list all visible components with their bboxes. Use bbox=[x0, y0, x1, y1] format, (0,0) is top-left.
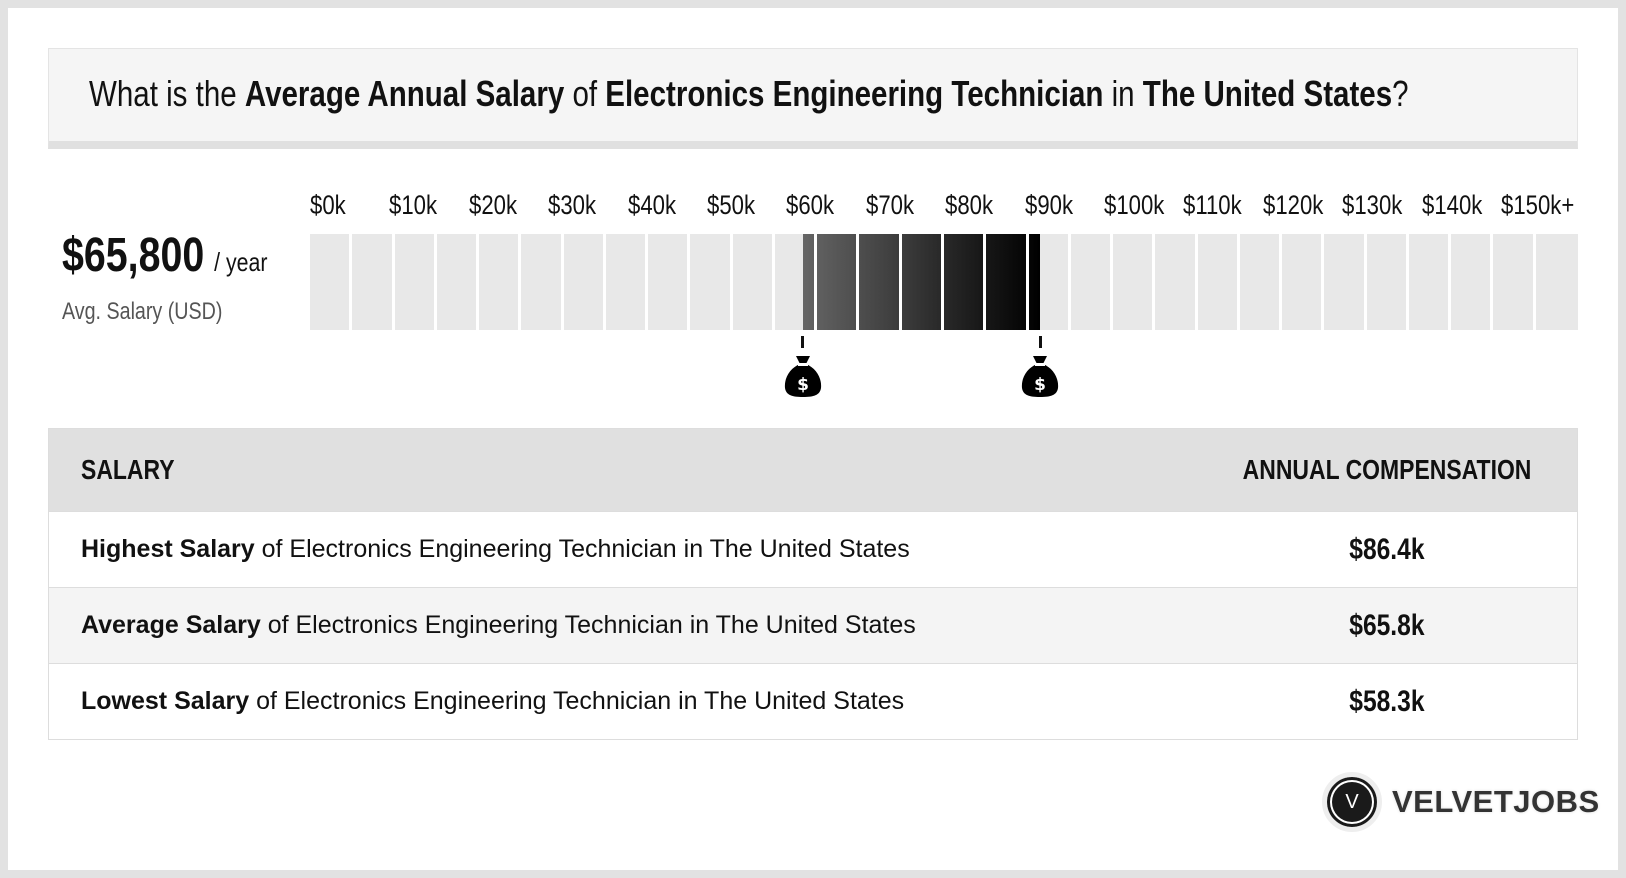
tick-label: $120k bbox=[1262, 190, 1324, 220]
table-row: Lowest Salary of Electronics Engineering… bbox=[48, 663, 1578, 740]
title-box: What is the Average Annual Salary of Ele… bbox=[48, 48, 1578, 149]
bar-segment bbox=[1366, 234, 1406, 330]
bar-segment bbox=[690, 234, 730, 330]
logo-mark: V bbox=[1322, 772, 1382, 832]
bar-segment bbox=[1408, 234, 1449, 330]
tick-label: $100k bbox=[1104, 190, 1165, 220]
tick-label: $80k bbox=[945, 190, 994, 220]
bar-segment bbox=[1451, 234, 1491, 330]
bar-segment bbox=[1324, 234, 1364, 330]
range-fill bbox=[901, 234, 941, 330]
bar-segment bbox=[1197, 234, 1237, 330]
bar-segment bbox=[1535, 234, 1578, 330]
bar-segment bbox=[352, 234, 392, 330]
tick-label: $40k bbox=[627, 190, 676, 220]
money-bag-icon: $ bbox=[783, 336, 823, 403]
header-annual-compensation: ANNUAL COMPENSATION bbox=[1197, 428, 1578, 512]
salary-table: SALARY ANNUAL COMPENSATION Highest Salar… bbox=[48, 428, 1578, 740]
tick-label: $30k bbox=[548, 190, 597, 220]
bar-segment bbox=[563, 234, 603, 330]
range-fill bbox=[944, 234, 984, 330]
tick-label: $150k+ bbox=[1501, 190, 1575, 220]
header-salary: SALARY bbox=[48, 428, 1197, 512]
bar-segment bbox=[1113, 234, 1153, 330]
range-fill bbox=[802, 234, 815, 330]
range-fill bbox=[986, 234, 1026, 330]
bar-segment bbox=[436, 234, 477, 330]
bar-segment bbox=[310, 234, 350, 330]
average-salary: $65,800/ year bbox=[62, 229, 268, 282]
bar-segment bbox=[1070, 234, 1111, 330]
tick-label: $130k bbox=[1342, 190, 1403, 220]
range-fill bbox=[1028, 234, 1041, 330]
velvetjobs-logo: V VELVETJOBS bbox=[1322, 772, 1600, 832]
tick-label: $70k bbox=[865, 190, 914, 220]
table-row: Highest Salary of Electronics Engineerin… bbox=[48, 511, 1578, 588]
bar-segment bbox=[732, 234, 772, 330]
money-bag-icon: $ bbox=[1020, 336, 1060, 403]
svg-text:$: $ bbox=[1034, 375, 1046, 395]
tick-label: $90k bbox=[1024, 190, 1073, 220]
bar-segment bbox=[394, 234, 434, 330]
tick-label: $50k bbox=[707, 190, 756, 220]
salary-range-bar bbox=[310, 234, 1578, 330]
tick-label: $20k bbox=[468, 190, 517, 220]
range-fill bbox=[817, 234, 857, 330]
page-title: What is the Average Annual Salary of Ele… bbox=[89, 73, 1409, 114]
bar-segment bbox=[1155, 234, 1195, 330]
tick-label: $110k bbox=[1183, 190, 1243, 220]
tick-label: $10k bbox=[389, 190, 438, 220]
svg-text:$: $ bbox=[797, 375, 809, 395]
bar-segment bbox=[1493, 234, 1533, 330]
tick-label: $140k bbox=[1421, 190, 1482, 220]
bar-segment bbox=[605, 234, 646, 330]
bar-segment bbox=[1282, 234, 1322, 330]
bar-segment bbox=[479, 234, 519, 330]
logo-text: VELVETJOBS bbox=[1392, 784, 1600, 819]
bar-segment bbox=[1239, 234, 1280, 330]
bar-segment bbox=[648, 234, 688, 330]
range-fill bbox=[859, 234, 899, 330]
average-salary-label: Avg. Salary (USD) bbox=[62, 298, 223, 325]
table-header: SALARY ANNUAL COMPENSATION bbox=[48, 428, 1578, 512]
bar-segment bbox=[521, 234, 561, 330]
tick-label: $0k bbox=[310, 190, 346, 220]
table-row: Average Salary of Electronics Engineerin… bbox=[48, 587, 1578, 664]
tick-label: $60k bbox=[786, 190, 835, 220]
